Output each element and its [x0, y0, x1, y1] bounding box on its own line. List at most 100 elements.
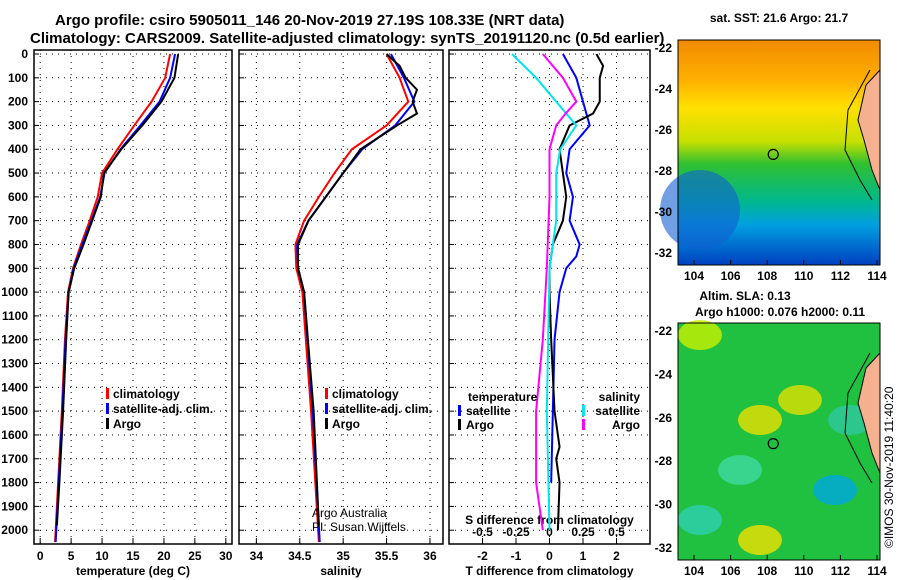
x-axis-label: temperature (deg C) [76, 564, 190, 578]
title-line-1: Argo profile: csiro 5905011_146 20-Nov-2… [55, 12, 565, 29]
sst-cold-patch [660, 170, 740, 250]
y-tick-label: 700 [8, 214, 28, 228]
legend-label: satellite-adj. clim. [332, 402, 432, 416]
x-tick-label: 1 [580, 549, 587, 563]
y-tick-label: 1900 [1, 499, 28, 513]
y-tick-label: 1300 [1, 357, 28, 371]
x-tick-label: 35.5 [375, 549, 399, 563]
argo-float-marker [767, 438, 779, 450]
x-tick-label: 34 [250, 549, 264, 563]
y-tick-label: 500 [8, 166, 28, 180]
legend-title: salinity [599, 390, 641, 404]
lat-tick-label: -24 [655, 82, 673, 96]
lon-tick-label: 108 [757, 269, 777, 283]
series-line-satellite-adj-clim- [54, 53, 177, 543]
y-tick-label: 1100 [2, 309, 28, 323]
bathymetry-contour [844, 69, 873, 201]
legend-label: satellite-adj. clim. [113, 402, 213, 416]
lon-tick-label: 112 [831, 564, 851, 578]
legend-swatch [325, 388, 328, 399]
legend-swatch [106, 388, 109, 399]
x-tick-label: 20 [157, 549, 171, 563]
legend-label: climatology [113, 387, 180, 401]
series-line-s-argo [535, 53, 578, 531]
series-line-argo [55, 53, 180, 526]
lon-tick-label: 106 [721, 269, 741, 283]
lon-tick-label: 114 [867, 269, 887, 283]
x2-tick-label: 0.5 [608, 525, 625, 539]
lon-tick-label: 110 [794, 269, 814, 283]
map-title: Altim. SLA: 0.13 [699, 289, 791, 303]
map-title: sat. SST: 21.6 Argo: 21.7 [710, 11, 849, 25]
lat-tick-label: -26 [655, 411, 673, 425]
x-tick-label: 10 [95, 549, 109, 563]
y-tick-label: 800 [8, 237, 28, 251]
x-tick-label: -1 [511, 549, 522, 563]
y-tick-label: 200 [8, 95, 28, 109]
lat-tick-label: -30 [655, 498, 673, 512]
lat-tick-label: -32 [655, 246, 673, 260]
x-tick-label: 30 [219, 549, 233, 563]
series-line-s-satellite [511, 53, 578, 531]
credit-text: Argo Australia [312, 506, 387, 520]
x2-tick-label: 0.25 [571, 525, 595, 539]
series-line-t-satellite [550, 53, 591, 483]
lat-tick-label: -22 [655, 41, 673, 55]
legend-swatch [106, 403, 109, 414]
sla-anomaly [778, 385, 822, 415]
x-axis-label: T difference from climatology [465, 564, 633, 578]
x-tick-label: 35 [336, 549, 350, 563]
lat-tick-label: -22 [655, 324, 673, 338]
sla-anomaly [813, 475, 857, 505]
y-tick-label: 1800 [1, 476, 28, 490]
x-tick-label: 36 [423, 549, 437, 563]
sla-anomaly [678, 505, 722, 535]
x2-tick-label: -0.5 [472, 525, 493, 539]
x-tick-label: 15 [126, 549, 140, 563]
timestamp: ©IMOS 30-Nov-2019 11:40:20 [882, 386, 896, 548]
sla-anomaly [678, 320, 722, 350]
lat-tick-label: -32 [655, 541, 673, 555]
legend-swatch [582, 419, 585, 430]
lat-tick-label: -28 [655, 164, 673, 178]
x2-tick-label: 0 [546, 525, 553, 539]
legend-title: temperature [468, 390, 538, 404]
y-tick-label: 900 [8, 261, 28, 275]
y-tick-label: 2000 [1, 523, 28, 537]
series-line-t-argo [548, 53, 605, 531]
x-tick-label: 0 [546, 549, 553, 563]
y-tick-label: 1200 [1, 333, 28, 347]
pi-text: PI: Susan Wijffels [312, 520, 406, 534]
title-line-2: Climatology: CARS2009. Satellite-adjuste… [30, 30, 665, 47]
y-tick-label: 600 [8, 190, 28, 204]
sla-anomaly [738, 525, 782, 555]
legend-label: satellite [595, 404, 640, 418]
legend-swatch [325, 403, 328, 414]
series-line-climatology [54, 53, 172, 543]
legend-swatch [582, 405, 585, 416]
y-tick-label: 300 [8, 118, 28, 132]
legend-swatch [325, 418, 328, 429]
plot-frame [238, 49, 444, 545]
sla-anomaly [718, 455, 762, 485]
legend-label: Argo [332, 417, 360, 431]
lon-tick-label: 114 [867, 564, 887, 578]
y-tick-label: 1400 [1, 380, 28, 394]
lon-tick-label: 104 [684, 564, 704, 578]
legend-swatch [458, 419, 461, 430]
bathymetry-contour [844, 352, 873, 484]
x-tick-label: 25 [188, 549, 202, 563]
legend-swatch [106, 418, 109, 429]
lon-tick-label: 110 [794, 564, 814, 578]
x-axis-label: salinity [320, 564, 362, 578]
lat-tick-label: -24 [655, 367, 673, 381]
sla-anomaly [738, 405, 782, 435]
legend-label: Argo [113, 417, 141, 431]
y-tick-label: 1500 [1, 404, 28, 418]
series-line-argo [297, 53, 419, 526]
plot-frame [448, 49, 651, 545]
legend-label: climatology [332, 387, 399, 401]
legend-swatch [458, 405, 461, 416]
